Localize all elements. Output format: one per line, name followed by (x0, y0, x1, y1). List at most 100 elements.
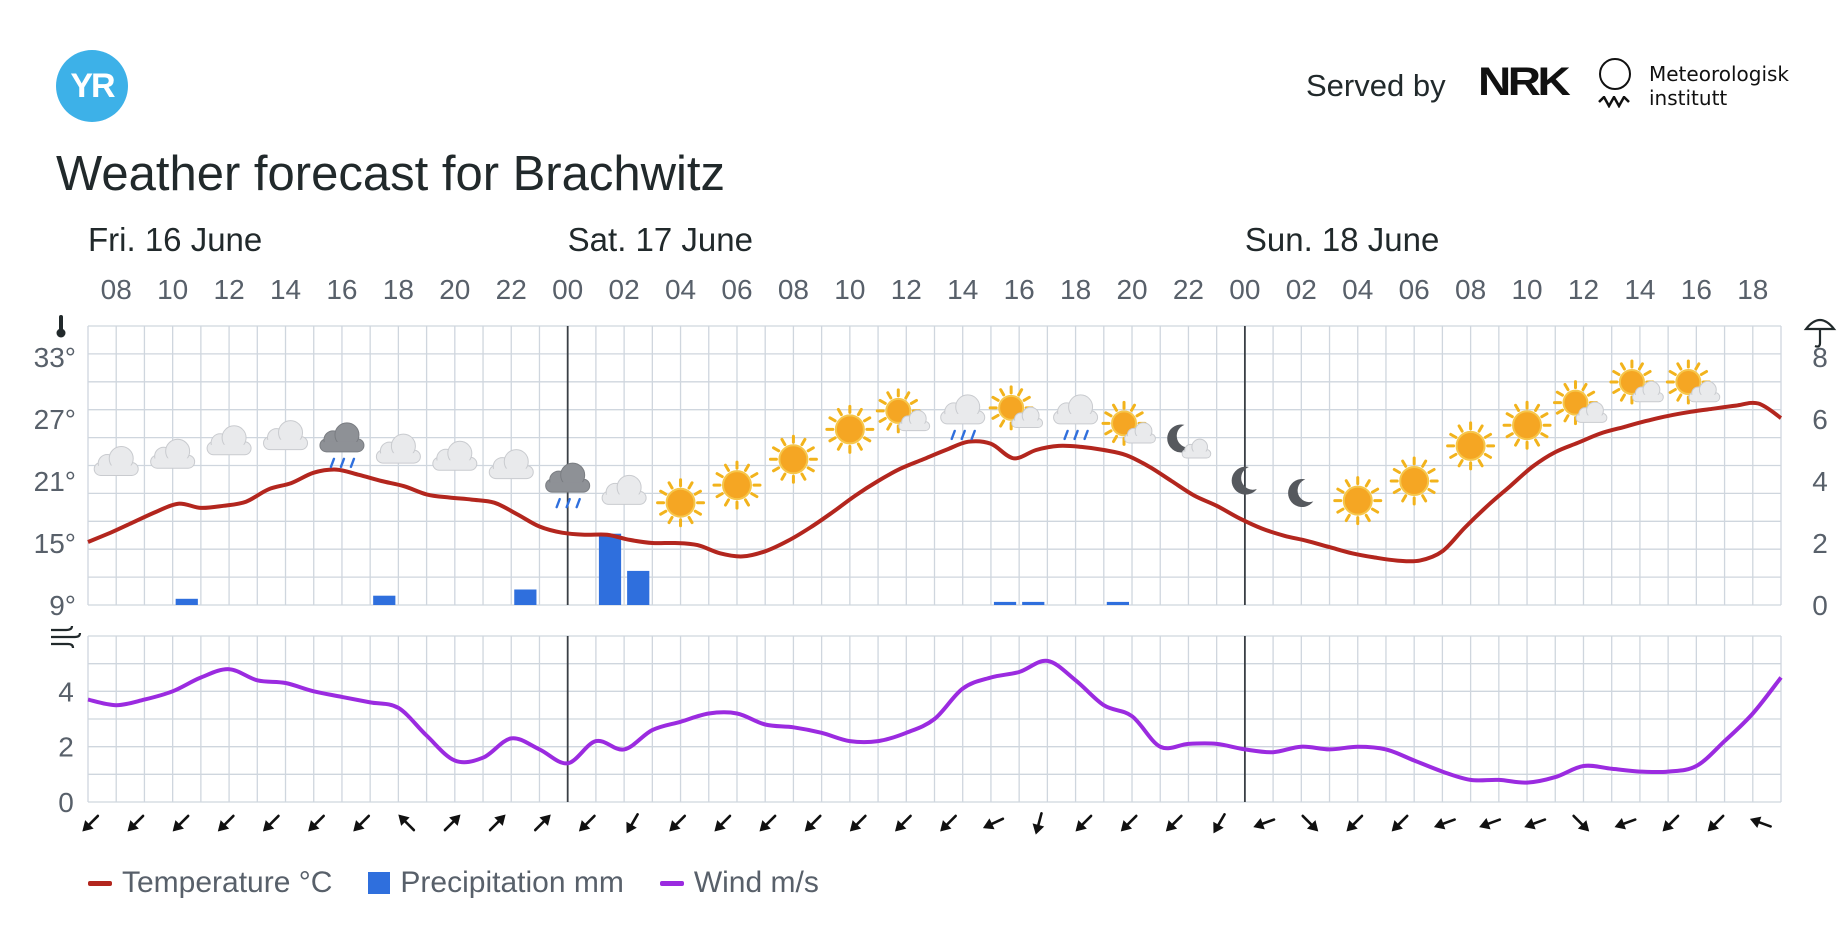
wind-arrow-icon (172, 814, 190, 832)
served-by-label: Served by (1306, 68, 1446, 103)
temp-tick-label: 9° (49, 590, 76, 621)
sun-ray (723, 463, 730, 472)
sun-ray (1555, 390, 1564, 397)
wind-arrow-icon (1614, 818, 1637, 830)
wind-arrow-icon (1662, 814, 1680, 832)
sun-ray (1370, 507, 1380, 514)
wind-arrow-head (804, 820, 817, 832)
cloud-fill (603, 494, 646, 504)
wind-arrow-icon (1433, 818, 1456, 830)
legend-swatch-precipitation (368, 872, 391, 894)
sun-icon (1389, 456, 1439, 506)
umbrella-icon (1803, 318, 1837, 331)
cloud-icon (375, 433, 421, 464)
sun-ray (1336, 507, 1345, 514)
sun-ray (771, 466, 781, 473)
sun-ray (800, 472, 807, 481)
nrk-logo[interactable]: NRK (1478, 60, 1571, 104)
wind-arrow-head (759, 820, 771, 832)
sun-ray (999, 419, 1006, 428)
hour-tick-label: 12 (1568, 274, 1599, 305)
sun-ray (1401, 459, 1408, 468)
wind-arrow-head (217, 820, 230, 832)
precip-bar (373, 595, 396, 605)
sun-ray (1514, 438, 1521, 447)
sun-ray (856, 442, 863, 451)
day-label: Sun. 18 June (1245, 221, 1440, 258)
legend-swatch-temperature (88, 880, 112, 886)
sun-ray (991, 395, 1000, 402)
wind-arrow-head (1306, 820, 1319, 832)
rain-drop (575, 497, 581, 509)
sun-ray (1619, 393, 1626, 402)
hour-tick-label: 18 (1060, 274, 1091, 305)
sun-ray (878, 398, 887, 405)
sun-disc (778, 444, 809, 475)
sun-ray (1563, 382, 1570, 392)
page-title: Weather forecast for Brachwitz (56, 147, 726, 201)
yr-logo[interactable]: YR (56, 50, 128, 122)
sun-ray (904, 391, 911, 400)
wind-arrow-head (1577, 820, 1590, 832)
cloud-fill (377, 453, 420, 463)
sun-ray (1676, 362, 1683, 371)
hour-tick-label: 20 (439, 274, 470, 305)
wind-arrow-icon (1346, 814, 1364, 832)
sun-ray (1344, 513, 1351, 523)
legend-item-precipitation[interactable]: Precipitation mm (368, 866, 624, 900)
wind-arrow-icon (849, 814, 867, 832)
rain-drop (960, 429, 966, 441)
hour-tick-label: 16 (326, 274, 357, 305)
sun-ray (743, 463, 750, 472)
sun-ray (1022, 395, 1031, 402)
precip-tick-label: 0 (1812, 590, 1828, 621)
sun-icon (825, 404, 875, 454)
thermometer-icon-bulb (56, 328, 66, 338)
met-logo-text[interactable]: Meteorologisk institutt (1649, 62, 1789, 110)
legend-item-temperature[interactable]: Temperature °C (88, 866, 332, 900)
wind-arrow-icon (804, 814, 822, 832)
temp-tick-label: 27° (34, 404, 76, 435)
partly-cloudy-icon (988, 385, 1044, 431)
wind-arrow-head (578, 820, 591, 832)
wind-arrow-head (1524, 818, 1536, 830)
sun-ray (806, 466, 815, 473)
sun-ray (1555, 408, 1564, 415)
hour-tick-label: 08 (1455, 274, 1486, 305)
hour-tick-label: 04 (1342, 274, 1373, 305)
sun-ray (1392, 488, 1401, 494)
sun-ray (909, 398, 918, 405)
rain-drop (555, 497, 561, 509)
wind-arrow-head (1749, 816, 1762, 828)
sun-ray (1421, 494, 1428, 503)
cloud-fill (1125, 436, 1155, 443)
sun-icon (1502, 400, 1552, 450)
wind-arrow-icon (1524, 818, 1547, 830)
legend-swatch-wind (659, 880, 684, 886)
sun-ray (1401, 494, 1408, 503)
precip-bar (1106, 601, 1130, 605)
rain-cloud-icon (940, 394, 986, 441)
sun-ray (1364, 513, 1371, 523)
precip-tick-label: 4 (1812, 466, 1828, 497)
wind-arrow-head (127, 820, 139, 832)
rain-drop (349, 457, 356, 469)
wind-arrow-icon (443, 814, 461, 832)
sun-ray (1477, 459, 1484, 468)
rain-drop (950, 429, 956, 441)
wind-arrow-head (1433, 818, 1446, 830)
partly-cloudy-icon (875, 388, 931, 434)
legend-item-wind[interactable]: Wind m/s (659, 866, 819, 900)
hour-tick-label: 10 (157, 274, 188, 305)
rain-drop (1073, 429, 1079, 441)
wind-arrow-icon (398, 814, 416, 832)
sun-ray (1135, 411, 1144, 418)
wind-arrow-icon (1479, 818, 1502, 830)
sun-ray (828, 436, 837, 443)
wind-arrow-icon (1301, 814, 1319, 832)
hour-tick-label: 10 (1511, 274, 1542, 305)
sun-ray (1421, 459, 1428, 468)
sun-ray (1427, 468, 1436, 474)
wind-arrow-head (1346, 820, 1358, 832)
